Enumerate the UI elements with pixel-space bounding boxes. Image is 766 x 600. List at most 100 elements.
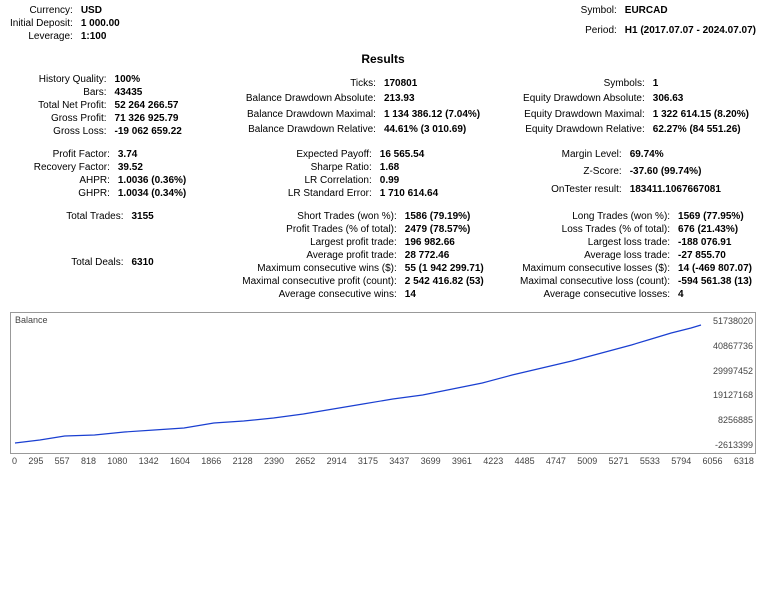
- sharpe-ratio-label: Sharpe Ratio:: [228, 162, 372, 173]
- xtick: 0: [12, 456, 17, 466]
- report-header: Currency: USD Initial Deposit: 1 000.00 …: [10, 5, 756, 42]
- loss-trades-label: Loss Trades (% of total):: [516, 224, 670, 235]
- total-trades-label: Total Trades:: [10, 211, 124, 255]
- ytick: 51738020: [713, 316, 753, 326]
- largest-profit-trade-value: 196 982.66: [405, 237, 498, 248]
- balance-chart-label: Balance: [15, 315, 48, 325]
- block3-col1: Total Trades: 3155 Total Deals: 6310: [10, 211, 210, 300]
- total-net-profit-value: 52 264 266.57: [115, 100, 210, 111]
- largest-loss-trade-label: Largest loss trade:: [516, 237, 670, 248]
- results-block-1: History Quality: 100% Bars: 43435 Total …: [10, 74, 756, 137]
- avg-cons-losses-label: Average consecutive losses:: [516, 289, 670, 300]
- ytick: 8256885: [718, 415, 753, 425]
- largest-profit-trade-label: Largest profit trade:: [228, 237, 397, 248]
- ticks-value: 170801: [384, 78, 498, 91]
- recovery-factor-value: 39.52: [118, 162, 210, 173]
- xtick: 5533: [640, 456, 660, 466]
- xtick: 3961: [452, 456, 472, 466]
- ghpr-value: 1.0034 (0.34%): [118, 188, 210, 199]
- xtick: 1342: [139, 456, 159, 466]
- currency-label: Currency:: [10, 5, 73, 16]
- block3-col3: Long Trades (won %): 1569 (77.95%) Loss …: [516, 211, 756, 300]
- lr-correlation-value: 0.99: [380, 175, 498, 186]
- block3-col2: Short Trades (won %): 1586 (79.19%) Prof…: [228, 211, 498, 300]
- xtick: 6056: [703, 456, 723, 466]
- ahpr-label: AHPR:: [10, 175, 110, 186]
- equity-dd-abs-label: Equity Drawdown Absolute:: [516, 93, 645, 106]
- balance-dd-rel-label: Balance Drawdown Relative:: [228, 124, 376, 137]
- total-deals-value: 6310: [132, 257, 211, 301]
- lr-correlation-label: LR Correlation:: [228, 175, 372, 186]
- leverage-value: 1:100: [81, 31, 120, 42]
- avg-profit-trade-value: 28 772.46: [405, 250, 498, 261]
- profit-trades-value: 2479 (78.57%): [405, 224, 498, 235]
- long-trades-label: Long Trades (won %):: [516, 211, 670, 222]
- history-quality-label: History Quality:: [10, 74, 107, 85]
- max-cons-losses-value: 14 (-469 807.07): [678, 263, 756, 274]
- sharpe-ratio-value: 1.68: [380, 162, 498, 173]
- symbols-label: Symbols:: [516, 78, 645, 91]
- avg-cons-wins-value: 14: [405, 289, 498, 300]
- leverage-label: Leverage:: [10, 31, 73, 42]
- xtick: 4223: [483, 456, 503, 466]
- symbol-label: Symbol:: [581, 5, 617, 23]
- avg-cons-losses-value: 4: [678, 289, 756, 300]
- balance-dd-max-label: Balance Drawdown Maximal:: [228, 109, 376, 122]
- symbols-value: 1: [653, 78, 756, 91]
- balance-dd-abs-value: 213.93: [384, 93, 498, 106]
- gross-loss-label: Gross Loss:: [10, 126, 107, 137]
- profit-factor-label: Profit Factor:: [10, 149, 110, 160]
- equity-dd-max-value: 1 322 614.15 (8.20%): [653, 109, 756, 122]
- ghpr-label: GHPR:: [10, 188, 110, 199]
- z-score-value: -37.60 (99.74%): [630, 166, 756, 181]
- ytick: 40867736: [713, 341, 753, 351]
- max-cons-wins-value: 55 (1 942 299.71): [405, 263, 498, 274]
- results-block-3: Total Trades: 3155 Total Deals: 6310 Sho…: [10, 211, 756, 300]
- total-deals-label: Total Deals:: [10, 257, 124, 301]
- balance-dd-max-value: 1 134 386.12 (7.04%): [384, 109, 498, 122]
- xtick: 3699: [421, 456, 441, 466]
- block1-col1: History Quality: 100% Bars: 43435 Total …: [10, 74, 210, 137]
- deposit-value: 1 000.00: [81, 18, 120, 29]
- long-trades-value: 1569 (77.95%): [678, 211, 756, 222]
- xtick: 295: [28, 456, 43, 466]
- period-value: H1 (2017.07.07 - 2024.07.07): [625, 25, 756, 43]
- short-trades-label: Short Trades (won %):: [228, 211, 397, 222]
- lr-std-error-label: LR Standard Error:: [228, 188, 372, 199]
- history-quality-value: 100%: [115, 74, 210, 85]
- xtick: 5009: [577, 456, 597, 466]
- max-cons-wins-label: Maximum consecutive wins ($):: [228, 263, 397, 274]
- ytick: 29997452: [713, 366, 753, 376]
- symbol-value: EURCAD: [625, 5, 756, 23]
- avg-profit-trade-label: Average profit trade:: [228, 250, 397, 261]
- xtick: 557: [55, 456, 70, 466]
- total-trades-value: 3155: [132, 211, 211, 255]
- xtick: 1080: [107, 456, 127, 466]
- equity-dd-rel-label: Equity Drawdown Relative:: [516, 124, 645, 137]
- period-label: Period:: [581, 25, 617, 43]
- gross-profit-value: 71 326 925.79: [115, 113, 210, 124]
- profit-factor-value: 3.74: [118, 149, 210, 160]
- results-title: Results: [10, 52, 756, 66]
- max-cons-profit-value: 2 542 416.82 (53): [405, 276, 498, 287]
- xtick: 2128: [233, 456, 253, 466]
- xtick: 4485: [515, 456, 535, 466]
- bars-value: 43435: [115, 87, 210, 98]
- z-score-label: Z-Score:: [516, 166, 622, 181]
- ytick: -2613399: [715, 440, 753, 450]
- gross-loss-value: -19 062 659.22: [115, 126, 210, 137]
- xtick: 3437: [389, 456, 409, 466]
- ahpr-value: 1.0036 (0.36%): [118, 175, 210, 186]
- equity-dd-abs-value: 306.63: [653, 93, 756, 106]
- balance-chart: Balance 51738020408677362999745219127168…: [10, 312, 756, 454]
- recovery-factor-label: Recovery Factor:: [10, 162, 110, 173]
- xtick: 1866: [201, 456, 221, 466]
- header-left: Currency: USD Initial Deposit: 1 000.00 …: [10, 5, 120, 42]
- xtick: 818: [81, 456, 96, 466]
- avg-cons-wins-label: Average consecutive wins:: [228, 289, 397, 300]
- xtick: 5794: [671, 456, 691, 466]
- xtick: 3175: [358, 456, 378, 466]
- margin-level-label: Margin Level:: [516, 149, 622, 164]
- avg-loss-trade-value: -27 855.70: [678, 250, 756, 261]
- block2-col3: Margin Level: 69.74% Z-Score: -37.60 (99…: [516, 149, 756, 199]
